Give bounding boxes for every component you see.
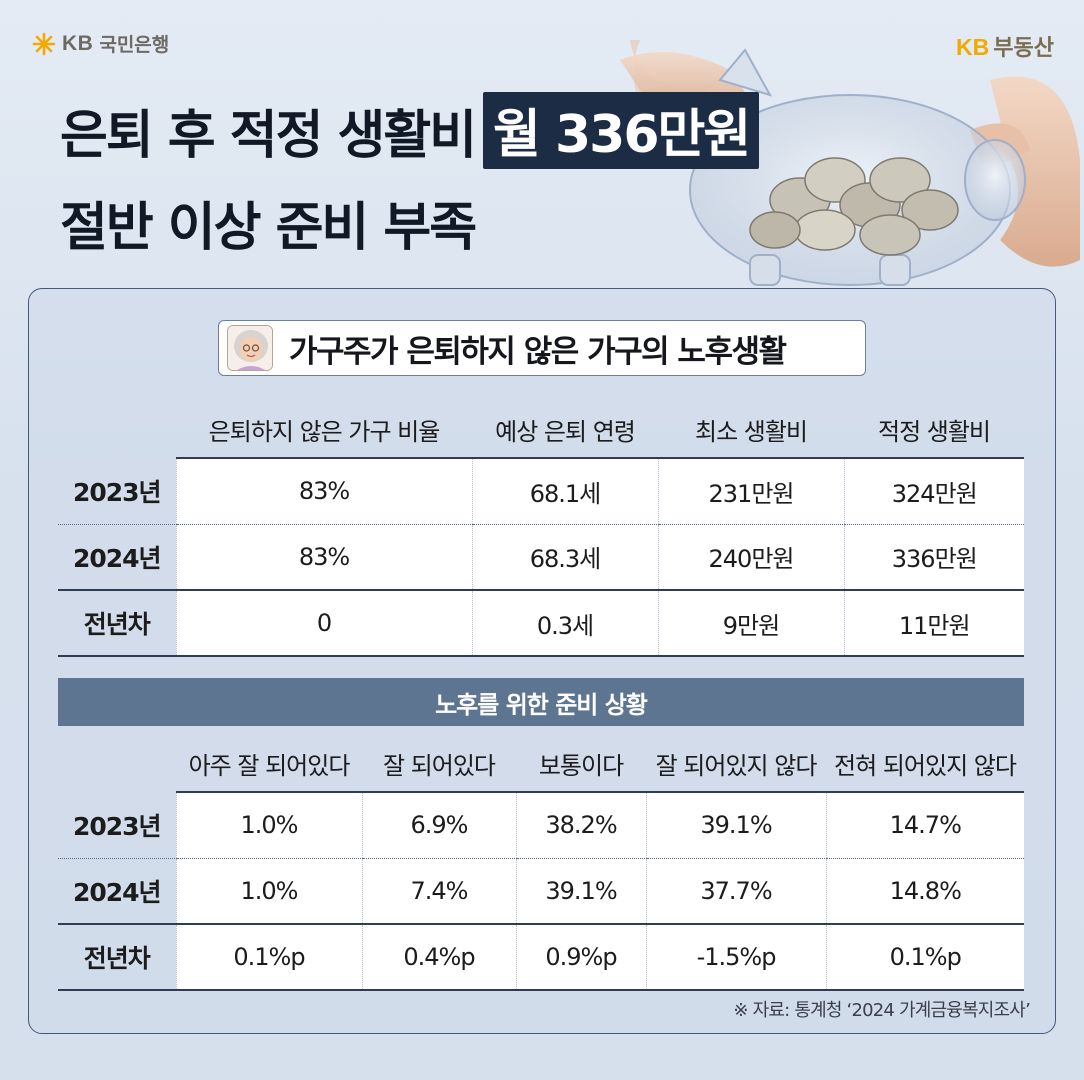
kb-real-estate-logo-name: 부동산	[993, 36, 1054, 61]
table-cell: 0.4%p	[361, 924, 516, 991]
table-cell: 0	[175, 590, 472, 657]
table-cell: 68.3세	[471, 524, 658, 591]
table-cell: 39.1%	[515, 858, 646, 925]
kb-real-estate-logo-kb: KB	[956, 34, 990, 60]
piggy-bank-illustration	[600, 40, 1080, 300]
table-cell: 11만원	[843, 590, 1024, 657]
table-cell: 0.9%p	[515, 924, 646, 991]
row-label: 2023년	[58, 792, 176, 859]
table-row: 2024년 83% 68.3세 240만원 336만원	[58, 524, 1024, 591]
headline-line1: 은퇴 후 적정 생활비 월 336만원	[60, 92, 760, 169]
table-corner	[58, 736, 176, 792]
headline-highlight: 월 336만원	[483, 92, 760, 169]
table-header-row: 은퇴하지 않은 가구 비율 예상 은퇴 연령 최소 생활비 적정 생활비	[58, 402, 1024, 459]
table-corner	[58, 402, 176, 458]
retirement-table: 은퇴하지 않은 가구 비율 예상 은퇴 연령 최소 생활비 적정 생활비 202…	[58, 402, 1024, 657]
column-header: 전혀 되어있지 않다	[826, 736, 1024, 793]
table-cell: 1.0%	[175, 858, 362, 925]
elderly-woman-icon	[228, 326, 272, 370]
column-header: 잘 되어있지 않다	[646, 736, 826, 793]
row-label: 2024년	[58, 524, 176, 591]
elderly-woman-avatar	[227, 325, 273, 371]
source-note: ※ 자료: 통계청 ‘2024 가계금융복지조사’	[733, 1000, 1030, 1021]
kb-star-icon	[32, 32, 56, 55]
table-row: 전년차 0.1%p 0.4%p 0.9%p -1.5%p 0.1%p	[58, 924, 1024, 991]
table-cell: 0.3세	[471, 590, 658, 657]
table-cell: 37.7%	[645, 858, 826, 925]
table-cell: 7.4%	[361, 858, 516, 925]
table-row: 2023년 1.0% 6.9% 38.2% 39.1% 14.7%	[58, 792, 1024, 859]
column-header: 아주 잘 되어있다	[176, 736, 362, 793]
table-cell: 1.0%	[175, 792, 362, 859]
table-cell: 231만원	[657, 458, 844, 525]
headline-text: 은퇴 후 적정 생활비	[60, 106, 477, 166]
kb-bank-logo: KB 국민은행	[32, 30, 169, 57]
table-cell: -1.5%p	[645, 924, 826, 991]
headline-line2: 절반 이상 준비 부족	[60, 198, 477, 258]
table-row: 2024년 1.0% 7.4% 39.1% 37.7% 14.8%	[58, 858, 1024, 925]
table-row: 전년차 0 0.3세 9만원 11만원	[58, 590, 1024, 657]
column-header: 최소 생활비	[658, 402, 844, 459]
column-header: 잘 되어있다	[362, 736, 516, 793]
table-cell: 38.2%	[515, 792, 646, 859]
table-header-row: 아주 잘 되어있다 잘 되어있다 보통이다 잘 되어있지 않다 전혀 되어있지 …	[58, 736, 1024, 793]
column-header: 은퇴하지 않은 가구 비율	[176, 402, 472, 459]
table-cell: 9만원	[657, 590, 844, 657]
headline: 은퇴 후 적정 생활비 월 336만원 절반 이상 준비 부족	[60, 92, 760, 260]
piggy-bank-icon	[600, 40, 1080, 286]
table-cell: 6.9%	[361, 792, 516, 859]
table-cell: 0.1%p	[175, 924, 362, 991]
table-cell: 14.7%	[825, 792, 1024, 859]
table-cell: 83%	[175, 524, 472, 591]
row-label: 전년차	[58, 924, 176, 991]
table-row: 2023년 83% 68.1세 231만원 324만원	[58, 458, 1024, 525]
kb-bank-logo-kb: KB	[62, 31, 94, 55]
section1-title: 가구주가 은퇴하지 않은 가구의 노후생활	[218, 320, 866, 376]
kb-real-estate-logo: KB 부동산	[956, 30, 1054, 62]
table-cell: 240만원	[657, 524, 844, 591]
preparation-table: 아주 잘 되어있다 잘 되어있다 보통이다 잘 되어있지 않다 전혀 되어있지 …	[58, 736, 1024, 991]
section1-title-text: 가구주가 은퇴하지 않은 가구의 노후생활	[289, 333, 787, 370]
row-label: 2023년	[58, 458, 176, 525]
column-header: 적정 생활비	[844, 402, 1024, 459]
column-header: 보통이다	[516, 736, 646, 793]
section2-title: 노후를 위한 준비 상황	[58, 678, 1024, 726]
table-cell: 83%	[175, 458, 472, 525]
table-cell: 0.1%p	[825, 924, 1024, 991]
row-label: 전년차	[58, 590, 176, 657]
table-cell: 39.1%	[645, 792, 826, 859]
row-label: 2024년	[58, 858, 176, 925]
table-cell: 336만원	[843, 524, 1024, 591]
table-cell: 68.1세	[471, 458, 658, 525]
column-header: 예상 은퇴 연령	[472, 402, 658, 459]
kb-bank-logo-name: 국민은행	[99, 34, 170, 56]
table-cell: 324만원	[843, 458, 1024, 525]
table-cell: 14.8%	[825, 858, 1024, 925]
